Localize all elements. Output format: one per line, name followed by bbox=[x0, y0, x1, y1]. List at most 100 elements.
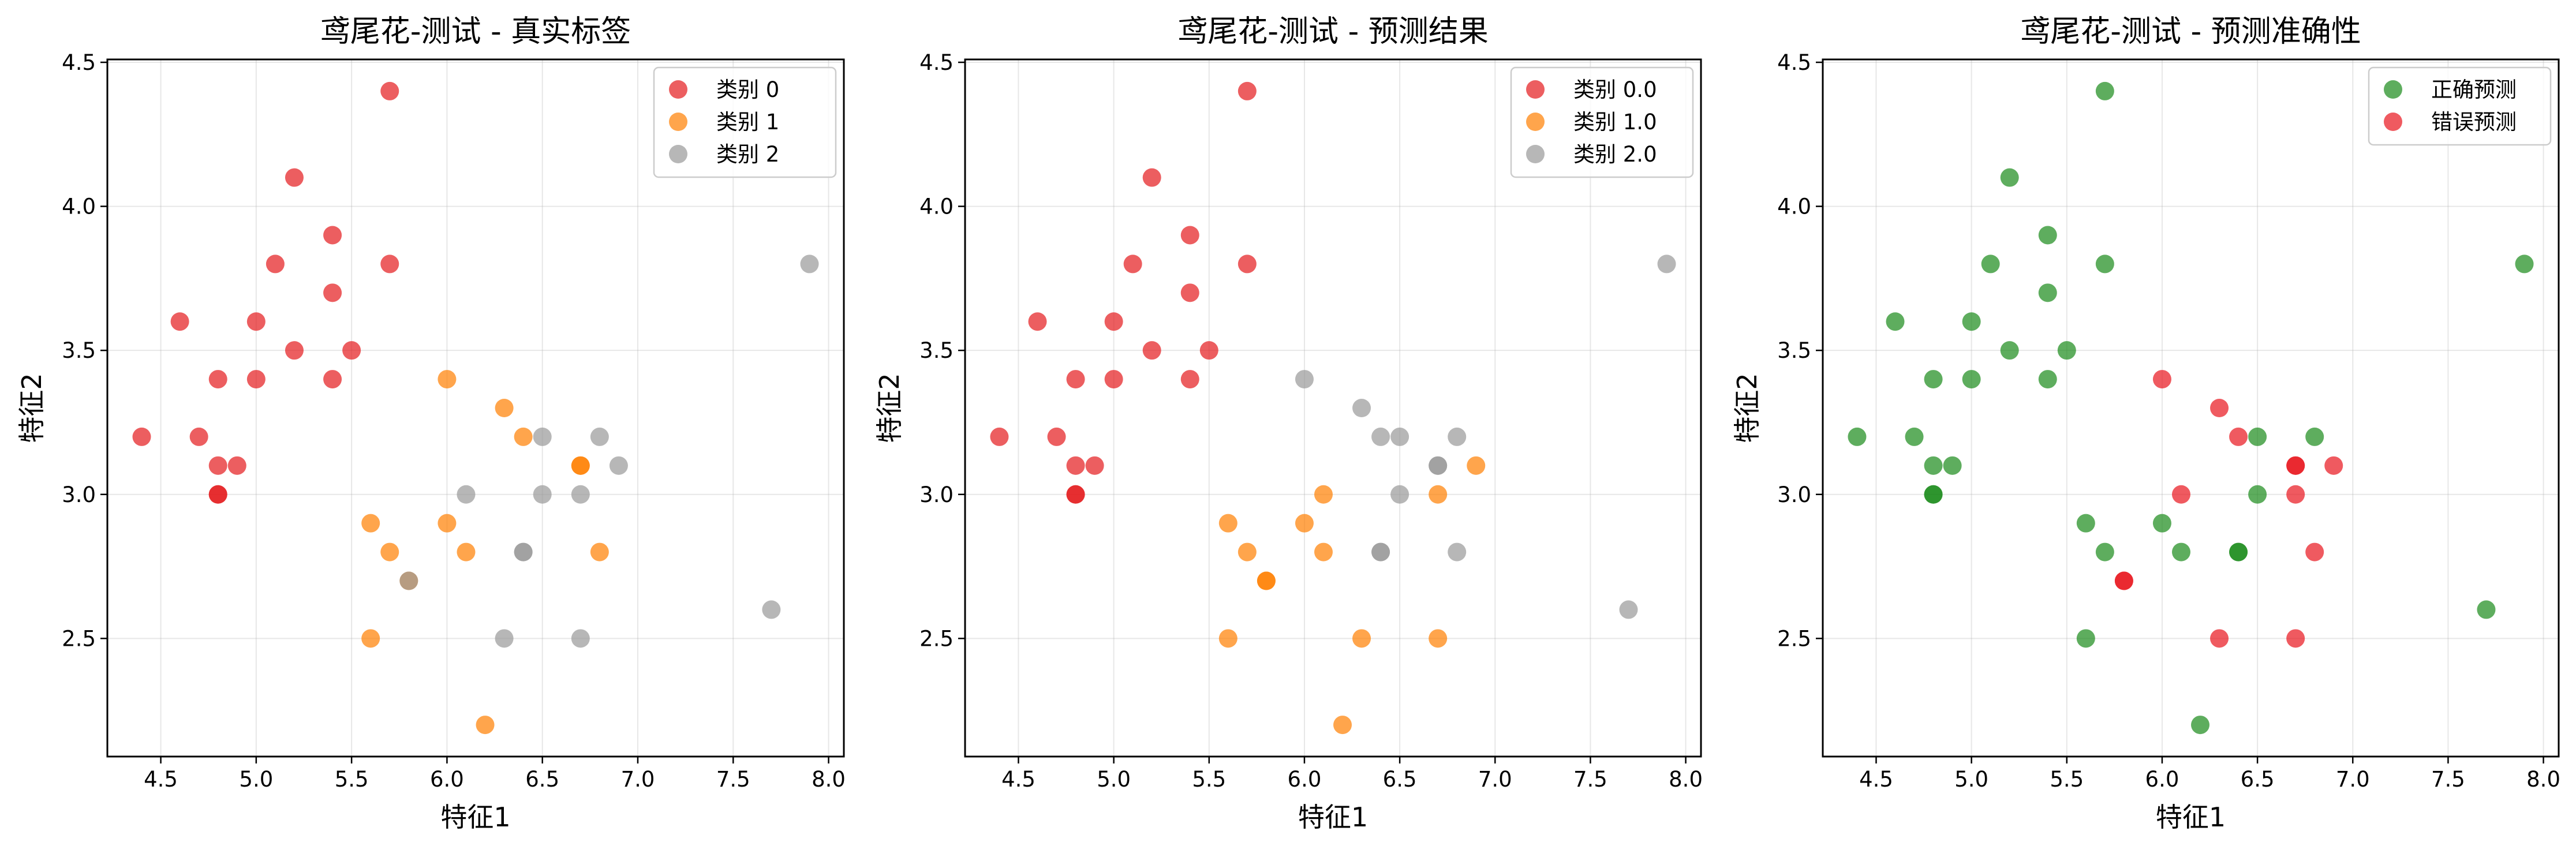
y-tick-label: 4.5 bbox=[1777, 50, 1811, 75]
data-point-series1-2 bbox=[170, 312, 189, 331]
data-point-series1-3 bbox=[1047, 427, 1066, 446]
data-point-series1-8 bbox=[1085, 456, 1104, 475]
data-point-series1-15 bbox=[323, 283, 342, 302]
legend: 类别 0.0 类别 1.0 类别 2.0 bbox=[1510, 66, 1694, 178]
data-point-series1-13 bbox=[2000, 341, 2019, 360]
data-point-series2-10 bbox=[2286, 485, 2305, 504]
data-point-series1-17 bbox=[1199, 341, 1218, 360]
legend-marker bbox=[2384, 113, 2402, 131]
data-point-series1-14 bbox=[2038, 226, 2057, 245]
data-point-series2-12 bbox=[571, 456, 590, 475]
legend-marker bbox=[1526, 145, 1545, 163]
x-tick-label: 5.5 bbox=[335, 767, 369, 792]
data-point-series2-7 bbox=[457, 542, 476, 561]
x-tick-label: 8.0 bbox=[1669, 767, 1703, 792]
data-point-series1-18 bbox=[1237, 81, 1257, 100]
data-point-series1-11 bbox=[1123, 254, 1142, 274]
y-axis-label: 特征2 bbox=[874, 373, 905, 443]
x-tick-label: 6.0 bbox=[2145, 767, 2179, 792]
data-point-series3-7 bbox=[1390, 485, 1409, 504]
data-point-series3-11 bbox=[1448, 542, 1467, 561]
chart-title: 鸢尾花-测试 - 预测结果 bbox=[1177, 14, 1489, 49]
plot-frame bbox=[964, 58, 1702, 758]
data-point-series3-9 bbox=[571, 629, 590, 648]
data-point-series2-11 bbox=[1429, 485, 1448, 504]
data-point-series3-10 bbox=[590, 427, 609, 446]
legend-marker bbox=[669, 80, 687, 99]
data-point-series1-9 bbox=[246, 312, 266, 331]
data-point-series3-1 bbox=[399, 571, 418, 590]
data-point-series1-21 bbox=[2076, 629, 2095, 648]
data-point-series2-5 bbox=[438, 370, 457, 389]
y-tick-label: 3.5 bbox=[62, 338, 96, 363]
x-tick-label: 4.5 bbox=[1001, 767, 1035, 792]
data-point-series2-13 bbox=[1467, 456, 1486, 475]
data-point-series2-13 bbox=[2324, 456, 2343, 475]
y-tick-label: 4.0 bbox=[919, 194, 954, 219]
data-point-series1-8 bbox=[227, 456, 246, 475]
data-point-series1-15 bbox=[2038, 283, 2057, 302]
data-point-series1-16 bbox=[2038, 370, 2057, 389]
data-point-series2-2 bbox=[361, 629, 380, 648]
legend-marker bbox=[1526, 113, 1545, 131]
data-point-series1-16 bbox=[1180, 370, 1199, 389]
data-point-series3-9 bbox=[1429, 456, 1448, 475]
x-tick-label: 7.0 bbox=[621, 767, 655, 792]
chart-panel-3: 4.5 5.0 5.5 6.0 6.5 7.0 7.5 8.0 2.5 3.0 3.5 4.0 4.5 鸢… bbox=[1732, 14, 2560, 833]
data-point-series1-1 bbox=[990, 427, 1009, 446]
data-point-series2-1 bbox=[1218, 514, 1237, 533]
legend-label: 类别 1 bbox=[716, 110, 779, 134]
data-point-series3-8 bbox=[571, 485, 590, 504]
x-tick-label: 5.0 bbox=[239, 767, 273, 792]
y-tick-label: 3.5 bbox=[1777, 338, 1811, 363]
data-point-series1-13 bbox=[1142, 341, 1161, 360]
legend-marker bbox=[669, 145, 687, 163]
data-point-series3-7 bbox=[533, 485, 552, 504]
data-point-series1-5 bbox=[1924, 456, 1943, 475]
x-tick-label: 5.0 bbox=[1954, 767, 1988, 792]
x-tick-label: 5.5 bbox=[1192, 767, 1226, 792]
data-point-series1-19 bbox=[2095, 254, 2114, 274]
legend-label: 错误预测 bbox=[2431, 110, 2517, 134]
y-tick-label: 4.5 bbox=[62, 50, 96, 75]
y-tick-label: 3.0 bbox=[62, 482, 96, 507]
data-point-series1-7 bbox=[1924, 485, 1943, 504]
x-tick-label: 7.5 bbox=[716, 767, 750, 792]
plot-frame bbox=[1822, 58, 2560, 758]
x-tick-label: 4.5 bbox=[1859, 767, 1893, 792]
data-point-series3-10 bbox=[1448, 427, 1467, 446]
data-point-series2-7 bbox=[1314, 485, 1333, 504]
data-point-series1-24 bbox=[2171, 542, 2190, 561]
data-point-series2-5 bbox=[2210, 399, 2229, 417]
x-tick-label: 6.0 bbox=[1288, 767, 1322, 792]
data-point-series1-1 bbox=[132, 427, 151, 446]
data-point-series1-29 bbox=[2248, 485, 2267, 504]
data-point-series1-16 bbox=[323, 370, 342, 389]
x-tick-label: 7.0 bbox=[1478, 767, 1512, 792]
x-tick-label: 8.0 bbox=[2526, 767, 2560, 792]
legend-label: 正确预测 bbox=[2431, 77, 2517, 102]
data-point-series1-3 bbox=[189, 427, 208, 446]
data-point-series3-6 bbox=[533, 427, 552, 446]
data-point-series1-12 bbox=[2000, 168, 2019, 187]
data-point-series1-11 bbox=[1981, 254, 2000, 274]
data-point-series1-7 bbox=[208, 485, 227, 504]
data-point-series2-3 bbox=[2152, 370, 2171, 389]
data-point-series3-3 bbox=[1371, 427, 1390, 446]
plot-frame bbox=[106, 58, 845, 758]
x-tick-label: 6.5 bbox=[1383, 767, 1417, 792]
data-point-series1-14 bbox=[323, 226, 342, 245]
data-point-series1-4 bbox=[1924, 370, 1943, 389]
legend: 类别 0 类别 1 类别 2 bbox=[653, 66, 837, 178]
y-tick-label: 2.5 bbox=[919, 626, 954, 651]
data-point-series1-23 bbox=[2152, 514, 2171, 533]
legend-marker bbox=[1526, 80, 1545, 99]
data-point-series1-10 bbox=[1962, 370, 1981, 389]
y-tick-label: 4.5 bbox=[919, 50, 954, 75]
data-point-series3-6 bbox=[1390, 427, 1409, 446]
y-axis-label: 特征2 bbox=[16, 373, 47, 443]
data-point-series3-13 bbox=[800, 254, 819, 274]
data-point-series3-5 bbox=[514, 542, 533, 561]
x-tick-label: 6.5 bbox=[525, 767, 559, 792]
